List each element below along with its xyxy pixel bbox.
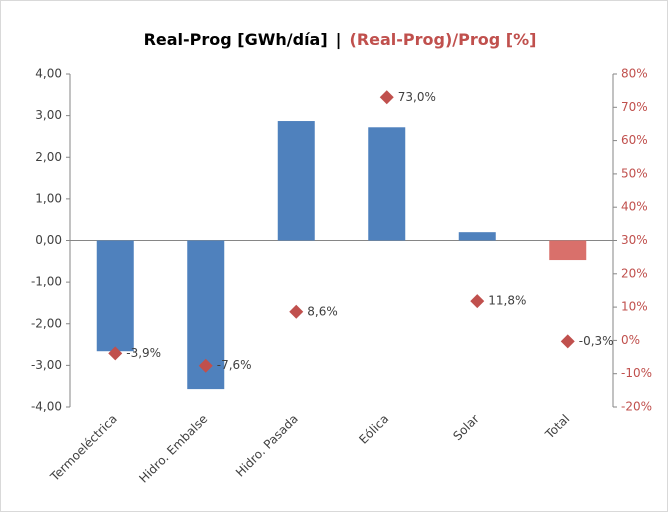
diamond-marker (379, 90, 394, 105)
bar (277, 121, 315, 241)
y2-tick-label: 60% (621, 133, 648, 147)
data-label: -7,6% (217, 358, 252, 372)
y2-tick-label: 70% (621, 100, 648, 114)
bar (96, 240, 134, 352)
y2-tick-label: 30% (621, 233, 648, 247)
data-label: 8,6% (307, 304, 338, 318)
diamond-marker (470, 294, 485, 309)
diamond-marker (560, 334, 575, 349)
y-tick-label: 4,00 (35, 67, 62, 81)
y2-tick-label: 0% (621, 333, 640, 347)
y-tick-label: -4,00 (31, 400, 62, 414)
y-tick-label: 1,00 (35, 191, 62, 205)
y-tick-label: 3,00 (35, 108, 62, 122)
chart-title: Real-Prog [GWh/día] | (Real-Prog)/Prog [%] (144, 30, 537, 50)
data-label: -0,3% (579, 334, 614, 348)
bar (458, 232, 496, 241)
y2-tick-label: 10% (621, 300, 648, 314)
y2-tick-label: -10% (621, 366, 652, 380)
y2-tick-label: 20% (621, 266, 648, 280)
title-left: Real-Prog [GWh/día] (144, 30, 328, 49)
title-right: (Real-Prog)/Prog [%] (350, 30, 537, 49)
y2-tick-label: 50% (621, 166, 648, 180)
bar (549, 240, 587, 261)
y-tick-label: 0,00 (35, 233, 62, 247)
diamond-marker (108, 346, 123, 361)
data-label: 73,0% (398, 90, 436, 104)
y2-tick-label: -20% (621, 400, 652, 414)
title-separator: | (336, 30, 342, 50)
y2-tick-label: 80% (621, 67, 648, 81)
bar (368, 127, 406, 241)
y-tick-label: 2,00 (35, 150, 62, 164)
data-label: -3,9% (126, 346, 161, 360)
y-tick-label: -3,00 (31, 358, 62, 372)
diamond-marker (289, 304, 304, 319)
y-tick-label: -1,00 (31, 275, 62, 289)
y-tick-label: -2,00 (31, 316, 62, 330)
diamond-marker (198, 358, 213, 373)
y2-tick-label: 40% (621, 200, 648, 214)
data-label: 11,8% (488, 294, 526, 308)
